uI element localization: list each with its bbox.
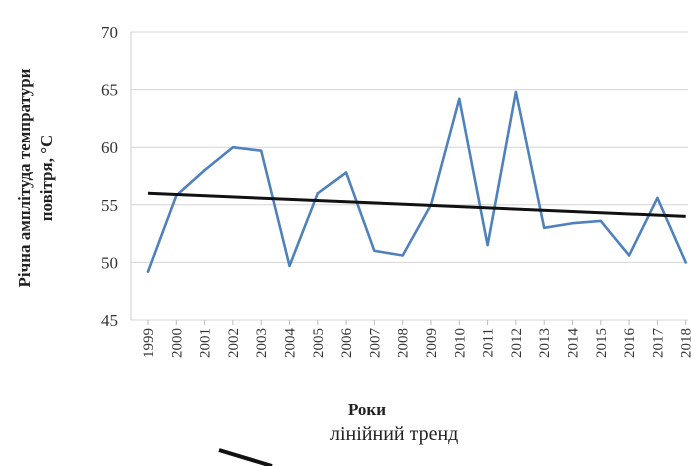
x-tick-2008: 2008	[396, 328, 412, 358]
data-point-2006	[344, 171, 348, 174]
data-point-1999	[146, 270, 150, 273]
x-tick-2000: 2000	[169, 328, 185, 358]
x-tick-2013: 2013	[537, 328, 553, 358]
x-tick-2009: 2009	[424, 328, 440, 358]
y-tick-65: 65	[101, 81, 118, 100]
data-point-2008	[401, 254, 404, 257]
data-point-2015	[599, 219, 602, 223]
x-tick-2002: 2002	[226, 328, 242, 358]
y-tick-50: 50	[101, 253, 118, 272]
data-point-2007	[373, 249, 376, 253]
x-tick-2017: 2017	[650, 328, 666, 359]
y-tick-45: 45	[101, 311, 118, 330]
data-point-2003	[260, 149, 263, 152]
x-tick-2006: 2006	[339, 328, 355, 359]
legend: лінійний тренд	[218, 423, 458, 466]
x-tick-2004: 2004	[283, 328, 299, 359]
data-point-2004	[288, 264, 291, 268]
data-point-2002	[231, 146, 235, 149]
y-tick-60: 60	[101, 138, 118, 157]
y-axis-title-line1: Річна амплітуда темпратури	[15, 68, 34, 287]
data-point-2018	[684, 261, 687, 264]
data-point-2005	[316, 192, 319, 195]
x-tick-2016: 2016	[622, 328, 638, 359]
x-axis-title: Роки	[348, 400, 386, 419]
x-tick-2005: 2005	[311, 328, 327, 358]
x-tick-2001: 2001	[198, 328, 214, 358]
x-tick-2012: 2012	[509, 328, 525, 358]
data-point-2016	[627, 254, 631, 257]
x-tick-2011: 2011	[481, 328, 497, 357]
data-point-2014	[571, 222, 574, 225]
x-tick-1999: 1999	[141, 328, 157, 358]
x-tick-2014: 2014	[566, 328, 582, 359]
x-tick-2007: 2007	[367, 328, 383, 359]
y-axis-title-line2: повітря, °С	[37, 135, 56, 222]
x-tick-2010: 2010	[452, 328, 468, 358]
data-point-2012	[514, 90, 518, 94]
data-point-2017	[656, 196, 659, 200]
data-point-2013	[543, 226, 546, 230]
trend-layer	[147, 191, 686, 218]
legend-trend-swatch	[218, 448, 273, 466]
legend-trend-label: лінійний тренд	[330, 423, 458, 445]
x-tick-2015: 2015	[594, 328, 610, 358]
gridlines	[130, 31, 688, 321]
y-tick-55: 55	[101, 196, 118, 215]
x-tick-2018: 2018	[679, 328, 691, 358]
series-layer	[146, 90, 688, 273]
x-tick-2003: 2003	[254, 328, 270, 358]
series-line-0	[146, 90, 688, 273]
data-point-2010	[458, 97, 461, 101]
y-axis-title: Річна амплітуда темпратури повітря, °С	[15, 68, 56, 287]
data-point-2001	[203, 169, 206, 172]
x-axis-ticks: 1999 2000 2001 2002 2003 2004 2005 2006 2007 2008…	[141, 320, 691, 358]
y-tick-70: 70	[101, 23, 118, 42]
trend-line	[147, 191, 686, 218]
y-axis-ticks: 45 50 55 60 65 70	[101, 23, 118, 330]
data-point-2011	[486, 243, 489, 247]
